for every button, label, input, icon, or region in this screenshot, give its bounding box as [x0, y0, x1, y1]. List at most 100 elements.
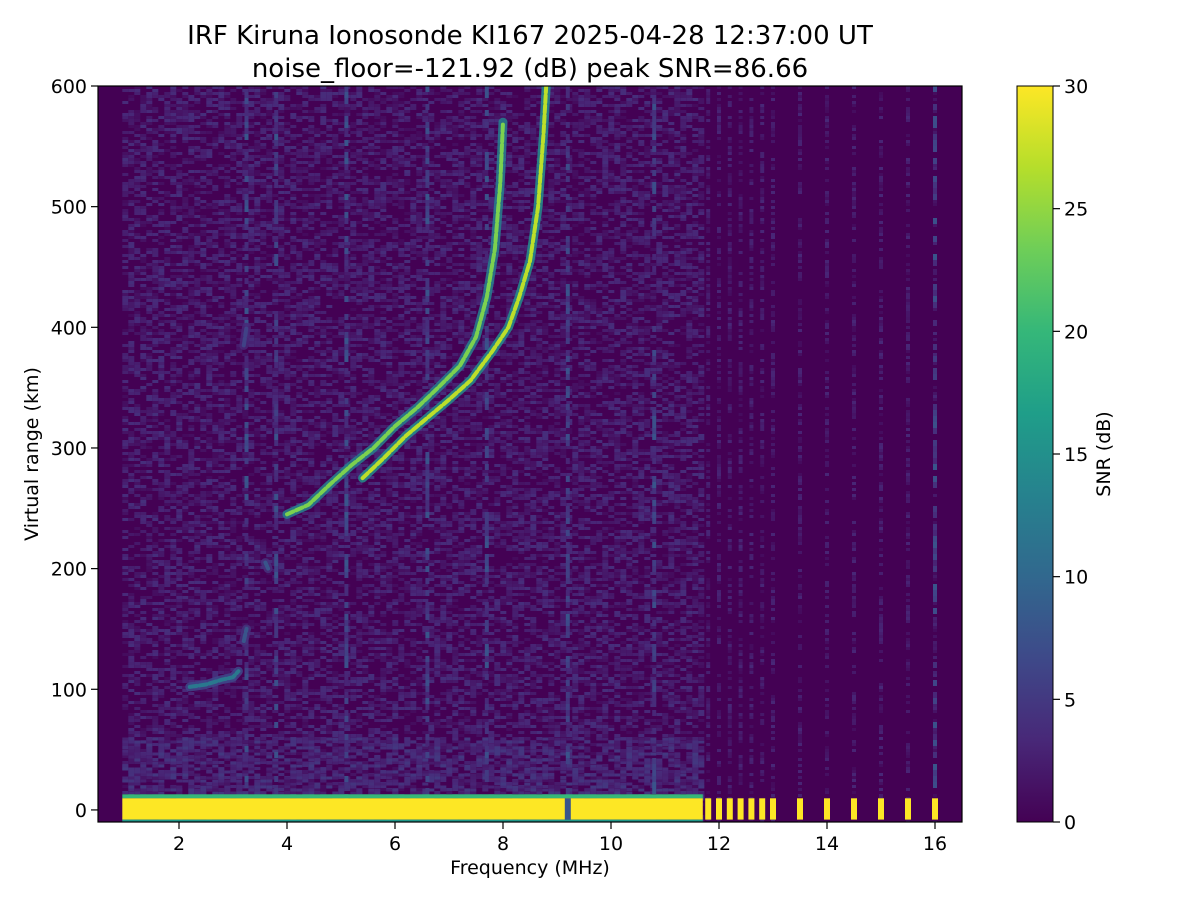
noise-cell: [140, 176, 147, 179]
noise-cell: [176, 416, 183, 419]
noise-cell: [230, 509, 237, 512]
noise-cell: [218, 407, 225, 410]
noise-cell: [260, 710, 267, 713]
noise-cell: [302, 101, 309, 104]
noise-cell: [164, 320, 171, 323]
noise-cell: [200, 137, 207, 140]
noise-cell: [308, 464, 315, 467]
noise-cell: [302, 593, 309, 596]
noise-cell: [212, 545, 219, 548]
noise-cell: [218, 344, 225, 347]
noise-cell: [152, 566, 159, 569]
noise-cell: [188, 572, 195, 575]
noise-cell: [332, 485, 339, 488]
noise-cell: [266, 110, 273, 113]
noise-cell: [206, 290, 213, 293]
noise-cell: [248, 776, 255, 779]
noise-cell: [308, 725, 315, 728]
noise-cell: [320, 146, 327, 149]
noise-cell: [188, 707, 195, 710]
noise-cell: [260, 524, 267, 527]
noise-cell: [284, 416, 291, 419]
noise-cell: [158, 710, 165, 713]
noise-cell: [338, 332, 345, 335]
noise-cell: [302, 440, 309, 443]
noise-cell: [188, 725, 195, 728]
noise-cell: [338, 92, 345, 95]
noise-cell: [260, 416, 267, 419]
noise-cell: [302, 419, 309, 422]
noise-cell: [134, 449, 141, 452]
noise-cell: [236, 254, 243, 257]
noise-cell: [242, 353, 249, 356]
noise-cell: [206, 503, 213, 506]
noise-cell: [278, 110, 285, 113]
noise-cell: [146, 368, 153, 371]
noise-cell: [200, 86, 207, 89]
noise-cell: [302, 557, 309, 560]
noise-cell: [146, 578, 153, 581]
noise-cell: [182, 446, 189, 449]
noise-cell: [164, 380, 171, 383]
noise-cell: [290, 626, 297, 629]
noise-cell: [296, 638, 303, 641]
noise-cell: [302, 683, 309, 686]
noise-cell: [224, 290, 231, 293]
noise-cell: [272, 131, 279, 134]
noise-cell: [206, 542, 213, 545]
noise-cell: [248, 671, 255, 674]
noise-cell: [284, 371, 291, 374]
noise-cell: [254, 362, 261, 365]
noise-cell: [140, 368, 147, 371]
noise-cell: [278, 332, 285, 335]
noise-cell: [218, 95, 225, 98]
noise-cell: [188, 782, 195, 785]
noise-cell: [140, 749, 147, 752]
noise-cell: [140, 461, 147, 464]
noise-cell: [212, 707, 219, 710]
noise-cell: [158, 437, 165, 440]
noise-cell: [302, 569, 309, 572]
noise-cell: [170, 281, 177, 284]
noise-cell: [278, 314, 285, 317]
noise-cell: [260, 236, 267, 239]
noise-cell: [218, 221, 225, 224]
noise-cell: [242, 593, 249, 596]
noise-cell: [260, 452, 267, 455]
noise-cell: [122, 131, 129, 134]
noise-cell: [236, 713, 243, 716]
noise-cell: [218, 638, 225, 641]
noise-cell: [188, 317, 195, 320]
noise-cell: [140, 635, 147, 638]
noise-cell: [236, 314, 243, 317]
noise-cell: [188, 152, 195, 155]
noise-cell: [206, 650, 213, 653]
noise-cell: [188, 236, 195, 239]
noise-cell: [134, 278, 141, 281]
noise-cell: [290, 407, 297, 410]
noise-cell: [158, 143, 165, 146]
noise-cell: [314, 647, 321, 650]
noise-cell: [152, 545, 159, 548]
noise-cell: [230, 512, 237, 515]
noise-cell: [134, 296, 141, 299]
noise-cell: [320, 620, 327, 623]
noise-cell: [302, 716, 309, 719]
noise-cell: [134, 110, 141, 113]
noise-cell: [302, 719, 309, 722]
noise-cell: [134, 299, 141, 302]
noise-cell: [206, 380, 213, 383]
noise-cell: [248, 113, 255, 116]
noise-cell: [332, 434, 339, 437]
noise-cell: [182, 131, 189, 134]
noise-cell: [146, 311, 153, 314]
noise-cell: [218, 470, 225, 473]
noise-cell: [122, 482, 129, 485]
noise-cell: [158, 548, 165, 551]
noise-cell: [302, 377, 309, 380]
noise-cell: [338, 374, 345, 377]
noise-cell: [284, 428, 291, 431]
noise-cell: [332, 176, 339, 179]
noise-cell: [242, 167, 249, 170]
noise-cell: [140, 236, 147, 239]
